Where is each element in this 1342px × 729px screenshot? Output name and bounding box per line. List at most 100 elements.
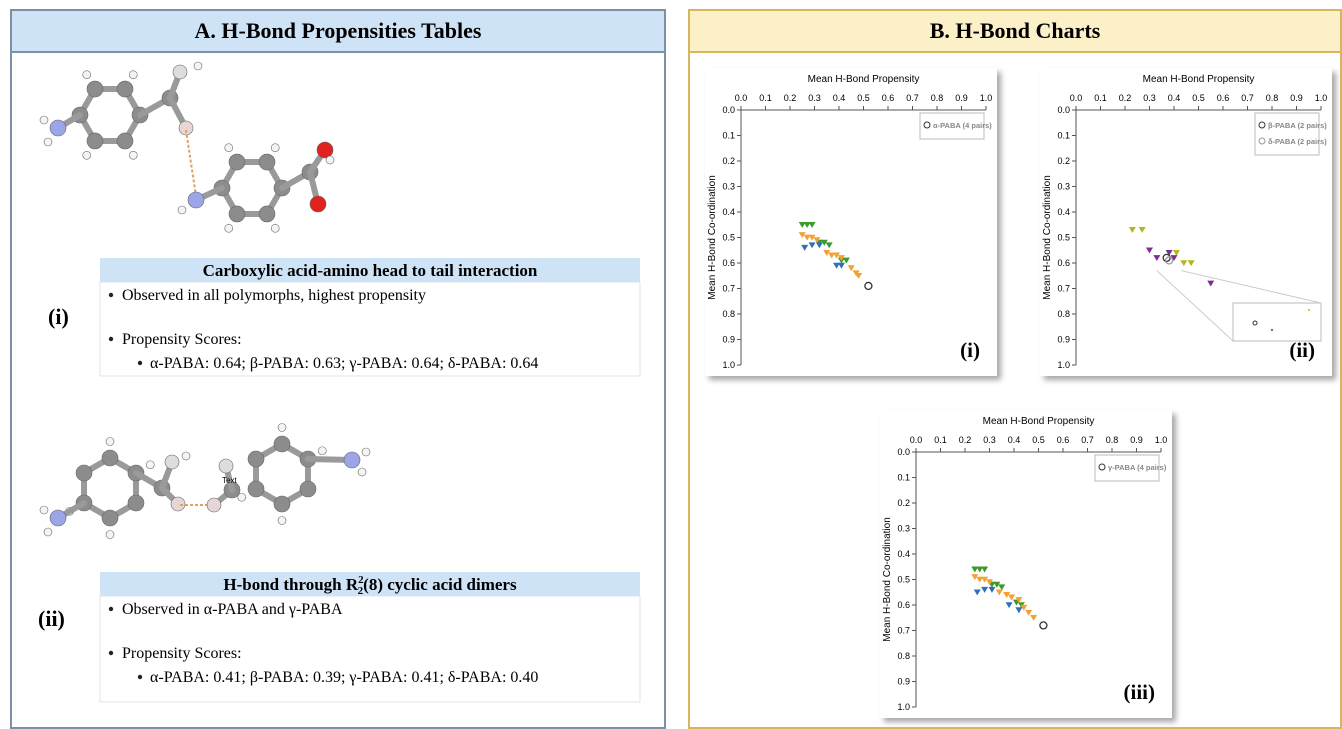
atom (300, 481, 316, 497)
y-tick-label: 1.0 (1057, 360, 1070, 370)
y-axis-title: Mean H-Bond Co-ordination (1042, 175, 1053, 300)
x-tick-label: 0.4 (1008, 435, 1021, 445)
table-label: (ii) (38, 606, 65, 631)
atom (358, 468, 366, 476)
y-tick-label: 0.9 (722, 335, 735, 345)
x-axis-title: Mean H-Bond Propensity (1143, 74, 1255, 85)
bullet-text: Observed in all polymorphs, highest prop… (122, 287, 426, 304)
molecule-label: Text (222, 476, 237, 485)
y-tick-label: 0.2 (722, 156, 735, 166)
atom (225, 224, 233, 232)
legend-label: γ-PABA (4 pairs) (1108, 463, 1167, 472)
y-tick-label: 0.8 (1057, 309, 1070, 319)
panel-title: B. H-Bond Charts (930, 18, 1101, 43)
y-tick-label: 0.7 (722, 284, 735, 294)
atom (317, 142, 333, 158)
atom (182, 452, 190, 460)
bullet (109, 293, 113, 297)
x-tick-label: 0.4 (833, 93, 846, 103)
x-axis-title: Mean H-Bond Propensity (808, 74, 920, 85)
y-tick-label: 0.5 (722, 233, 735, 243)
atom (271, 224, 279, 232)
y-tick-label: 0.6 (1057, 258, 1070, 268)
x-tick-label: 0.8 (1106, 435, 1119, 445)
atom (229, 154, 245, 170)
y-tick-label: 0.2 (1057, 156, 1070, 166)
y-tick-label: 0.4 (722, 207, 735, 217)
atom (50, 510, 66, 526)
atom (165, 455, 179, 469)
atom (87, 133, 103, 149)
chart-annotation: (ii) (1289, 338, 1315, 362)
x-tick-label: 1.0 (1315, 93, 1328, 103)
y-tick-label: 0.1 (722, 131, 735, 141)
y-axis-title: Mean H-Bond Co-ordination (882, 517, 893, 642)
x-tick-label: 0.0 (1070, 93, 1083, 103)
atom (188, 192, 204, 208)
x-tick-label: 0.2 (784, 93, 797, 103)
atom (83, 151, 91, 159)
x-tick-label: 0.8 (931, 93, 944, 103)
atom (102, 510, 118, 526)
y-tick-label: 0.6 (897, 600, 910, 610)
y-tick-label: 0.7 (1057, 284, 1070, 294)
y-tick-label: 0.0 (897, 447, 910, 457)
scores: α-PABA: 0.64; β-PABA: 0.63; γ-PABA: 0.64… (150, 355, 538, 372)
x-tick-label: 0.4 (1168, 93, 1181, 103)
y-tick-label: 0.9 (1057, 335, 1070, 345)
x-tick-label: 0.7 (1241, 93, 1254, 103)
bullet (109, 337, 113, 341)
atom (40, 506, 48, 514)
x-tick-label: 0.6 (882, 93, 895, 103)
y-tick-label: 0.3 (722, 182, 735, 192)
inset-dot (1308, 309, 1310, 311)
atom (344, 452, 360, 468)
y-tick-label: 0.8 (897, 651, 910, 661)
y-tick-label: 0.5 (1057, 233, 1070, 243)
atom (259, 154, 275, 170)
x-tick-label: 0.3 (808, 93, 821, 103)
atom (44, 138, 52, 146)
atom (178, 206, 186, 214)
y-tick-label: 0.8 (722, 309, 735, 319)
atom (129, 151, 137, 159)
atom (106, 438, 114, 446)
atom (106, 531, 114, 539)
y-tick-label: 0.1 (897, 473, 910, 483)
bullet (109, 651, 113, 655)
atom (248, 481, 264, 497)
bullet (138, 675, 142, 679)
legend-label: α-PABA (4 pairs) (933, 121, 992, 130)
atom (128, 495, 144, 511)
legend-label: δ-PABA (2 pairs) (1268, 137, 1327, 146)
y-tick-label: 0.5 (897, 575, 910, 585)
x-tick-label: 0.0 (735, 93, 748, 103)
atom (87, 81, 103, 97)
table-label: (i) (48, 304, 69, 329)
x-tick-label: 0.1 (1094, 93, 1107, 103)
y-tick-label: 0.7 (897, 626, 910, 636)
table-heading: Carboxylic acid-amino head to tail inter… (203, 261, 538, 280)
bullet (138, 361, 142, 365)
x-tick-label: 0.6 (1217, 93, 1230, 103)
legend-label: β-PABA (2 pairs) (1268, 121, 1327, 130)
atom (117, 81, 133, 97)
bullet-text: Propensity Scores: (122, 331, 242, 348)
legend-box (1255, 113, 1319, 155)
atom (225, 144, 233, 152)
x-tick-label: 0.2 (959, 435, 972, 445)
atom (44, 528, 52, 536)
atom (117, 133, 133, 149)
x-tick-label: 0.5 (1032, 435, 1045, 445)
x-tick-label: 1.0 (980, 93, 993, 103)
atom (318, 447, 326, 455)
x-tick-label: 0.5 (1192, 93, 1205, 103)
inset-dot (1271, 329, 1273, 331)
atom (102, 450, 118, 466)
y-tick-label: 0.9 (897, 677, 910, 687)
y-tick-label: 0.4 (1057, 207, 1070, 217)
x-tick-label: 0.7 (906, 93, 919, 103)
x-tick-label: 0.8 (1266, 93, 1279, 103)
atom (207, 498, 221, 512)
y-tick-label: 0.3 (897, 524, 910, 534)
